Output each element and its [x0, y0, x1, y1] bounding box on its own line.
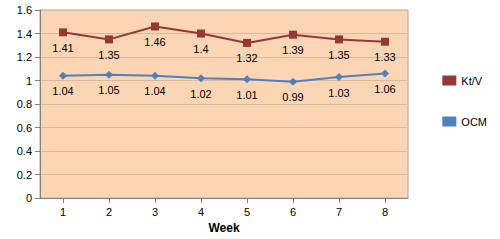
svg-text:1.41: 1.41: [52, 42, 73, 54]
svg-text:7: 7: [336, 206, 342, 218]
svg-text:1.01: 1.01: [236, 89, 257, 101]
svg-text:1.32: 1.32: [236, 52, 257, 64]
svg-text:3: 3: [152, 206, 158, 218]
svg-text:4: 4: [198, 206, 204, 218]
svg-text:0.4: 0.4: [17, 145, 32, 157]
svg-text:1.04: 1.04: [144, 85, 165, 97]
svg-text:1.4: 1.4: [17, 28, 32, 40]
svg-text:OCM: OCM: [461, 116, 487, 128]
svg-text:1.33: 1.33: [374, 51, 395, 63]
svg-text:0.99: 0.99: [282, 91, 303, 103]
svg-text:0.8: 0.8: [17, 98, 32, 110]
svg-text:1.35: 1.35: [98, 49, 119, 61]
svg-text:6: 6: [290, 206, 296, 218]
svg-text:5: 5: [244, 206, 250, 218]
svg-text:0.6: 0.6: [17, 122, 32, 134]
svg-text:1.04: 1.04: [52, 85, 73, 97]
svg-text:Kt/V: Kt/V: [461, 75, 482, 87]
svg-text:1.03: 1.03: [328, 87, 349, 99]
svg-text:8: 8: [382, 206, 388, 218]
svg-text:0: 0: [26, 192, 32, 204]
svg-text:0.2: 0.2: [17, 169, 32, 181]
svg-text:1.2: 1.2: [17, 51, 32, 63]
svg-text:1.46: 1.46: [144, 36, 165, 48]
svg-text:1.02: 1.02: [190, 88, 211, 100]
svg-text:Week: Week: [208, 221, 239, 235]
svg-text:1.39: 1.39: [282, 44, 303, 56]
svg-text:1: 1: [60, 206, 66, 218]
svg-text:2: 2: [106, 206, 112, 218]
svg-text:1.4: 1.4: [193, 43, 208, 55]
svg-text:1.6: 1.6: [17, 4, 32, 16]
svg-text:1.05: 1.05: [98, 84, 119, 96]
svg-text:1.06: 1.06: [374, 83, 395, 95]
svg-text:1: 1: [26, 75, 32, 87]
svg-text:1.35: 1.35: [328, 49, 349, 61]
